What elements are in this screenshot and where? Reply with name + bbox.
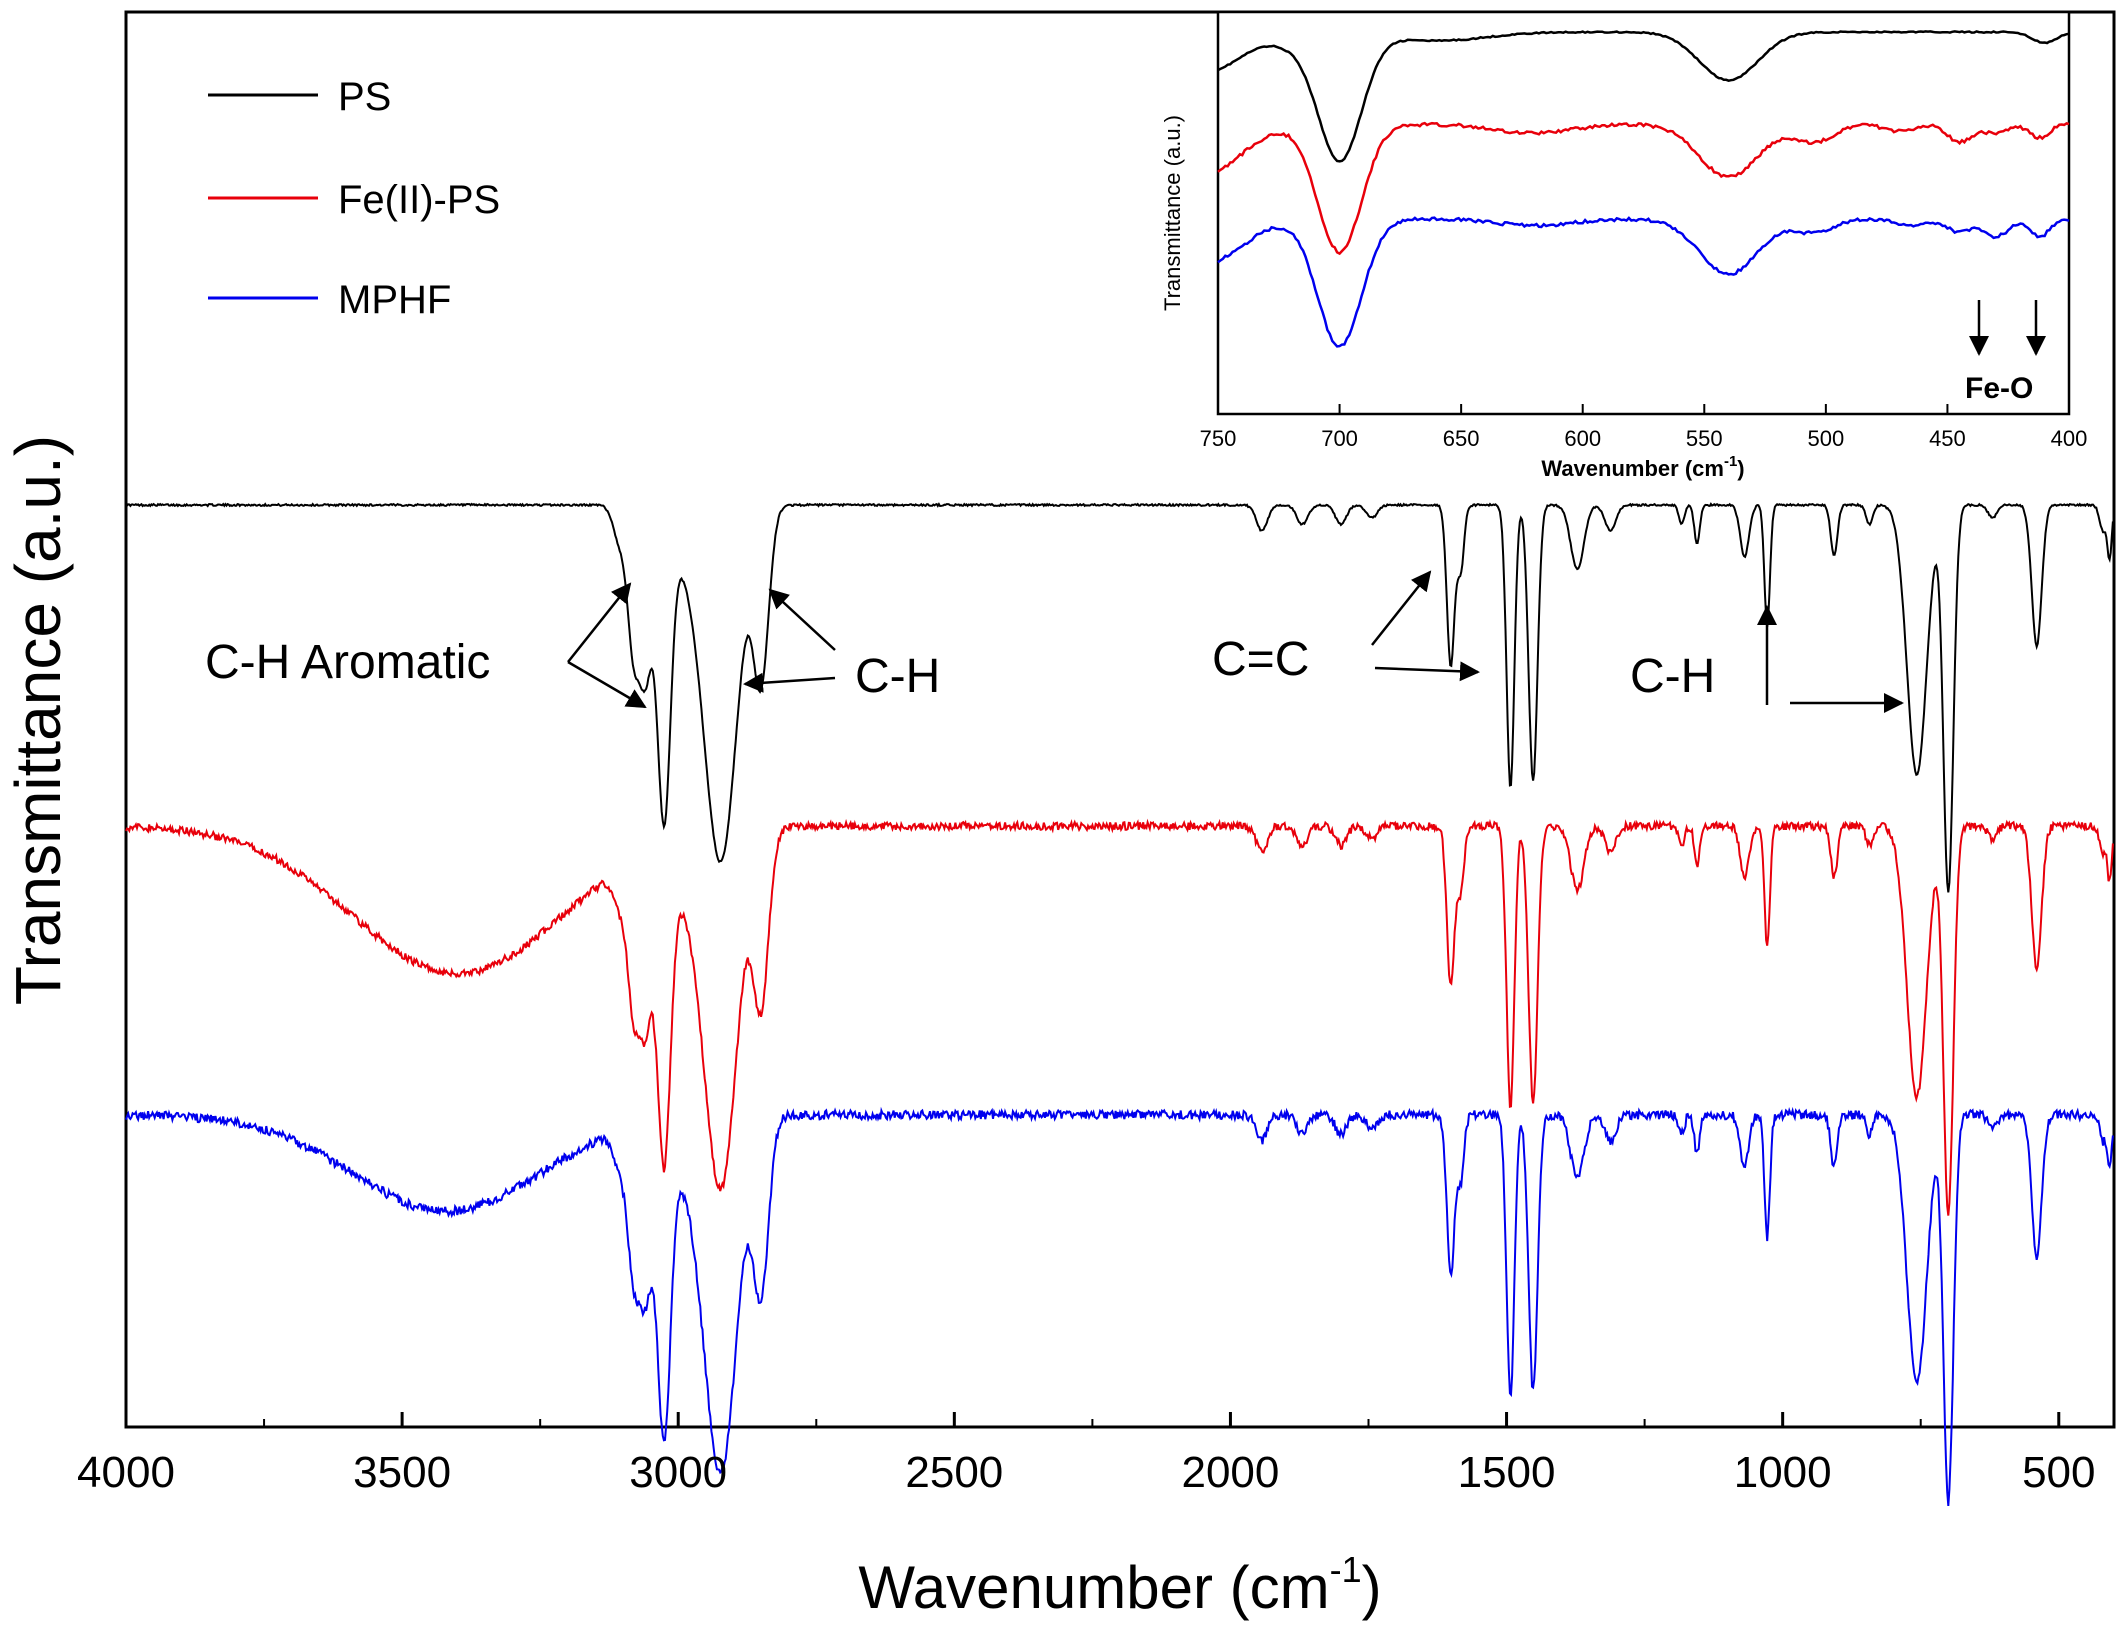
legend-label-mphf: MPHF — [338, 278, 451, 322]
main-x-axis: 4000 3500 3000 2500 2000 1500 1000 500 — [77, 1412, 2095, 1497]
inset-x-tick-label: 450 — [1929, 426, 1966, 451]
inset-x-axis-label-close: ) — [1737, 456, 1744, 481]
main-x-tick-label: 2500 — [905, 1448, 1003, 1497]
arrow-ch-aromatic-down — [567, 660, 647, 709]
fe-ii-ps-spectrum-line — [125, 818, 2114, 1216]
annotation-cc: C=C — [1212, 633, 1309, 686]
legend-label-fe-ii-ps: Fe(II)-PS — [338, 178, 500, 222]
mphf-spectrum-line — [125, 1106, 2114, 1506]
inset-plot-frame — [1216, 10, 2071, 416]
legend: PS Fe(II)-PS MPHF — [208, 75, 500, 322]
annotation-ch-aliphatic: C-H — [855, 650, 940, 703]
main-x-tick-label: 2000 — [1181, 1448, 1279, 1497]
main-x-axis-label-close: ) — [1362, 1554, 1382, 1621]
arrow-ch-aliphatic-up — [768, 588, 836, 651]
main-y-axis-label: Transmittance (a.u.) — [2, 435, 74, 1005]
inset-annotation-fe-o: Fe-O — [1965, 372, 2033, 405]
arrow-ch-aromatic-up — [567, 582, 632, 663]
annotation-ch-bending: C-H — [1630, 650, 1715, 703]
inset-y-axis-label: Transmittance (a.u.) — [1160, 115, 1185, 311]
inset-x-axis-label-text: Wavenumber (cm — [1541, 456, 1724, 481]
arrow-ch-aliphatic-left — [743, 672, 836, 693]
inset-ps-line — [1217, 30, 2070, 163]
inset-mphf-line — [1217, 216, 2070, 348]
annotation-ch-aromatic: C-H Aromatic — [205, 636, 490, 689]
ps-spectrum-line — [125, 502, 2114, 893]
legend-label-ps: PS — [338, 75, 391, 119]
peak-annotations: C-H Aromatic C-H C=C C-H — [205, 570, 1904, 713]
inset-x-tick-label: 700 — [1321, 426, 1358, 451]
main-x-tick-label: 3500 — [353, 1448, 451, 1497]
inset-fe-ii-ps-line — [1217, 121, 2070, 256]
inset-x-axis: 750 700 650 600 550 500 450 400 — [1200, 404, 2088, 451]
inset-x-tick-label: 550 — [1686, 426, 1723, 451]
inset-x-tick-label: 750 — [1200, 426, 1237, 451]
main-x-tick-label: 1000 — [1734, 1448, 1832, 1497]
main-x-tick-label: 500 — [2022, 1448, 2095, 1497]
inset-x-axis-label-sup: -1 — [1724, 453, 1737, 470]
inset-x-axis-label: Wavenumber (cm-1) — [1541, 453, 1744, 481]
inset-chart: 750 700 650 600 550 500 450 400 Transmittance (… — [1160, 10, 2088, 481]
main-x-tick-label: 4000 — [77, 1448, 175, 1497]
main-x-tick-label: 3000 — [629, 1448, 727, 1497]
inset-x-tick-label: 600 — [1564, 426, 1601, 451]
arrow-cc-up — [1371, 570, 1432, 646]
main-x-axis-label-sup: -1 — [1330, 1549, 1362, 1590]
inset-x-tick-label: 400 — [2051, 426, 2088, 451]
main-plot-frame — [124, 10, 2116, 1429]
inset-x-tick-label: 500 — [1807, 426, 1844, 451]
main-x-axis-label-text: Wavenumber (cm — [858, 1554, 1329, 1621]
main-x-axis-label: Wavenumber (cm-1) — [858, 1549, 1381, 1621]
inset-x-tick-label: 650 — [1443, 426, 1480, 451]
arrow-cc-right — [1374, 661, 1480, 682]
main-x-tick-label: 1500 — [1458, 1448, 1556, 1497]
